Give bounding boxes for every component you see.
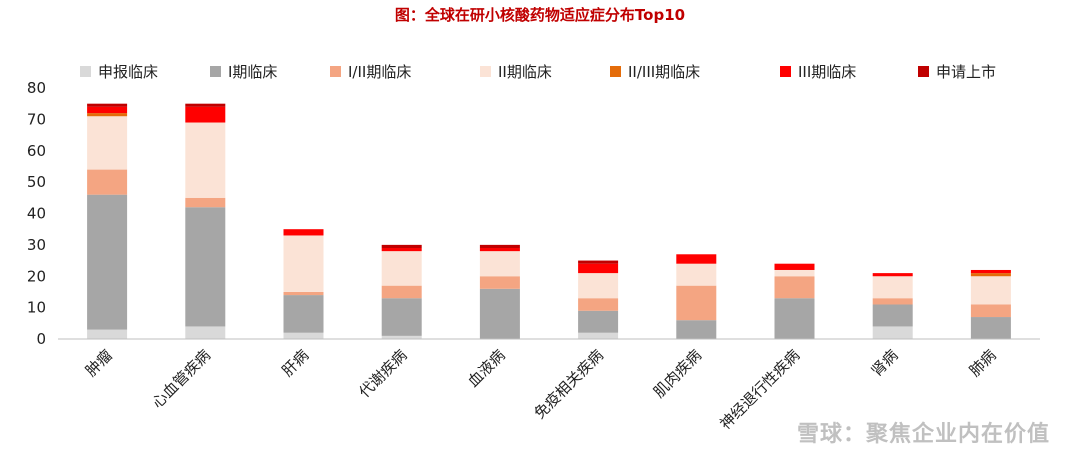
legend-item: I/II期临床: [330, 63, 411, 81]
y-tick-label: 80: [27, 79, 46, 97]
legend-item: III期临床: [780, 63, 856, 81]
legend-item: II期临床: [480, 63, 552, 81]
bar-segment: [970, 317, 1011, 339]
legend-label: 申报临床: [98, 63, 158, 81]
category-label: 代谢疾病: [355, 346, 410, 401]
category-label: 免疫相关疾病: [531, 346, 607, 422]
legend-item: II/III期临床: [610, 63, 700, 81]
bar-segment: [283, 332, 324, 339]
bar-segment: [774, 269, 815, 277]
y-tick-label: 60: [27, 142, 46, 160]
bar-segment: [185, 326, 226, 339]
legend-swatch: [210, 66, 221, 77]
bar-segment: [87, 194, 128, 330]
bar-segment: [774, 263, 815, 270]
bar-segment: [578, 298, 619, 311]
bar-segment: [774, 276, 815, 299]
bar-segment: [87, 106, 128, 114]
legend-item: 申报临床: [80, 63, 158, 81]
bar-segment: [283, 295, 324, 333]
legend-swatch: [780, 66, 791, 77]
category-label: 血液病: [464, 346, 509, 391]
legend: 申报临床 I期临床 I/II期临床 II期临床 II/III期临床 III期临床 申请上市: [80, 63, 996, 81]
bar-segment: [970, 273, 1011, 277]
y-tick-label: 10: [27, 299, 46, 317]
bars: [87, 103, 1011, 339]
legend-item: I期临床: [210, 63, 277, 81]
bar-segment: [381, 285, 422, 299]
legend-label: 申请上市: [936, 63, 996, 81]
y-axis: 0 10 20 30 40 50 60 70 80: [27, 79, 46, 348]
category-label: 心血管疾病: [148, 346, 214, 412]
y-tick-label: 0: [36, 330, 46, 348]
bar-segment: [185, 106, 226, 123]
category-label: 肿瘤: [82, 346, 116, 380]
bar-segment: [381, 298, 422, 336]
legend-swatch: [80, 66, 91, 77]
bar-segment: [479, 288, 520, 339]
bar-segment: [185, 207, 226, 327]
legend-label: III期临床: [798, 63, 856, 81]
bar-segment: [578, 273, 619, 299]
bar-segment: [872, 304, 913, 327]
bar-segment: [676, 263, 717, 286]
bar-segment: [185, 103, 226, 107]
bar-segment: [970, 276, 1011, 305]
bar-segment: [872, 276, 913, 299]
bar-segment: [578, 263, 619, 274]
legend-item: 申请上市: [918, 63, 996, 81]
bar-segment: [479, 276, 520, 289]
bar-segment: [479, 248, 520, 252]
category-label: 肌肉疾病: [650, 346, 705, 401]
bar-segment: [381, 251, 422, 286]
bar-segment: [578, 260, 619, 264]
bar-segment: [87, 329, 128, 339]
bar-segment: [381, 244, 422, 249]
bar-segment: [872, 326, 913, 339]
bar-segment: [970, 269, 1011, 274]
bar-segment: [381, 248, 422, 252]
bar-segment: [872, 298, 913, 305]
chart-title: 图：全球在研小核酸药物适应症分布Top10: [394, 6, 686, 24]
bar-segment: [970, 304, 1011, 318]
category-label: 肾病: [868, 346, 902, 380]
bar-segment: [283, 229, 324, 236]
bar-segment: [87, 116, 128, 170]
legend-swatch: [480, 66, 491, 77]
bar-segment: [479, 251, 520, 277]
legend-swatch: [610, 66, 621, 77]
bar-segment: [676, 254, 717, 264]
legend-label: I期临床: [228, 63, 277, 81]
bar-segment: [676, 320, 717, 339]
bar-segment: [87, 169, 128, 195]
legend-swatch: [918, 66, 929, 77]
y-tick-label: 70: [27, 110, 46, 128]
category-label: 肝病: [278, 346, 312, 380]
bar-segment: [578, 332, 619, 339]
legend-label: II期临床: [498, 63, 552, 81]
y-tick-label: 30: [27, 236, 46, 254]
legend-swatch: [330, 66, 341, 77]
bar-segment: [872, 273, 913, 277]
bar-segment: [774, 298, 815, 339]
watermark: 雪球：聚焦企业内在价值: [796, 422, 1050, 447]
bar-segment: [676, 285, 717, 321]
bar-segment: [87, 113, 128, 117]
y-tick-label: 40: [27, 205, 46, 223]
legend-label: II/III期临床: [628, 63, 700, 81]
bar-segment: [185, 122, 226, 198]
legend-label: I/II期临床: [348, 63, 411, 81]
bar-segment: [578, 310, 619, 333]
bar-segment: [479, 244, 520, 249]
bar-segment: [87, 103, 128, 107]
bar-segment: [283, 291, 324, 296]
bar-segment: [185, 197, 226, 208]
bar-segment: [381, 335, 422, 339]
y-tick-label: 50: [27, 173, 46, 191]
category-label: 神经退行性疾病: [716, 346, 803, 433]
category-label: 肺病: [966, 346, 1000, 380]
bar-segment: [283, 235, 324, 292]
y-tick-label: 20: [27, 267, 46, 285]
